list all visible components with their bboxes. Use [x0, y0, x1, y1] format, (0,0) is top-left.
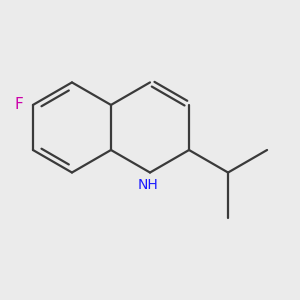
Text: NH: NH	[137, 178, 158, 192]
Text: F: F	[14, 98, 23, 112]
